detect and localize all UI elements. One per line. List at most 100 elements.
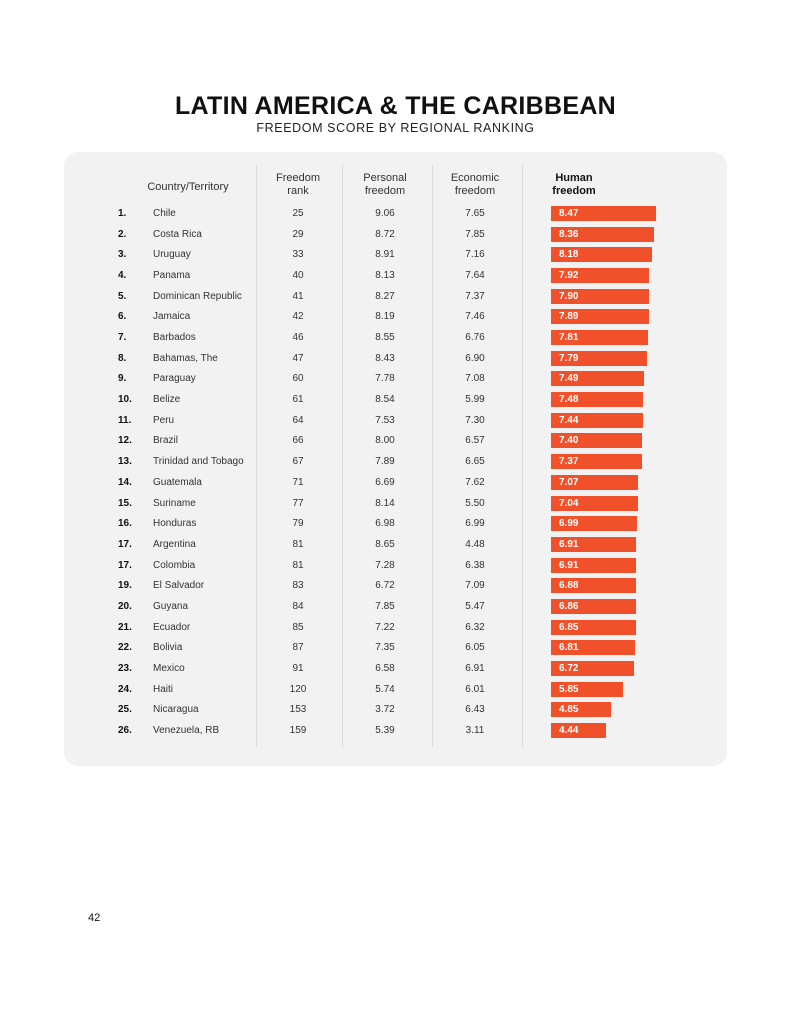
row-country: Jamaica	[153, 311, 191, 323]
row-country: Trinidad and Tobago	[153, 456, 244, 468]
human-freedom-label: 6.81	[559, 642, 579, 654]
human-freedom-label: 6.91	[559, 538, 579, 550]
table-row: 2. Costa Rica 29 8.72 7.85 8.36	[0, 225, 791, 245]
human-freedom-label: 7.07	[559, 476, 579, 488]
row-economic-freedom: 7.30	[465, 414, 485, 426]
row-position: 24.	[118, 683, 132, 695]
row-freedom-rank: 64	[292, 414, 304, 426]
human-freedom-bar: 6.91	[551, 536, 637, 552]
row-position: 20.	[118, 600, 132, 612]
row-position: 2.	[118, 228, 127, 240]
row-economic-freedom: 7.08	[465, 373, 485, 385]
human-freedom-bar: 5.85	[551, 681, 624, 697]
human-freedom-label: 6.86	[559, 600, 579, 612]
row-freedom-rank: 84	[292, 600, 304, 612]
page-subtitle: FREEDOM SCORE BY REGIONAL RANKING	[256, 121, 535, 135]
row-economic-freedom: 7.37	[465, 290, 485, 302]
table-row: 25. Nicaragua 153 3.72 6.43 4.85	[0, 700, 791, 720]
header-rank-line1: Freedom	[275, 172, 321, 184]
table-row: 21. Ecuador 85 7.22 6.32 6.85	[0, 618, 791, 638]
human-freedom-label: 8.18	[559, 249, 579, 261]
row-position: 21.	[118, 621, 132, 633]
row-personal-freedom: 7.53	[375, 414, 395, 426]
row-freedom-rank: 120	[289, 683, 307, 695]
header-human-line1: Human	[555, 172, 593, 184]
row-position: 12.	[118, 435, 132, 447]
human-freedom-bar: 8.18	[551, 247, 653, 263]
table-row: 23. Mexico 91 6.58 6.91 6.72	[0, 659, 791, 679]
row-economic-freedom: 6.99	[465, 518, 485, 530]
row-personal-freedom: 7.85	[375, 600, 395, 612]
row-position: 6.	[118, 311, 127, 323]
row-personal-freedom: 6.72	[375, 580, 395, 592]
row-economic-freedom: 7.62	[465, 476, 485, 488]
row-personal-freedom: 8.19	[375, 311, 395, 323]
human-freedom-bar: 4.44	[551, 723, 606, 738]
header-economic-line1: Economic	[450, 172, 500, 184]
row-personal-freedom: 8.27	[375, 290, 395, 302]
human-freedom-label: 6.72	[559, 662, 579, 674]
row-personal-freedom: 5.74	[375, 683, 395, 695]
row-country: Ecuador	[153, 621, 191, 633]
row-country: Suriname	[153, 497, 196, 509]
row-economic-freedom: 6.90	[465, 352, 485, 364]
row-personal-freedom: 7.89	[375, 456, 395, 468]
table-row: 20. Guyana 84 7.85 5.47 6.86	[0, 597, 791, 617]
human-freedom-label: 6.85	[559, 621, 579, 633]
table-row: 11. Peru 64 7.53 7.30 7.44	[0, 411, 791, 431]
row-economic-freedom: 6.76	[465, 332, 485, 344]
human-freedom-label: 7.79	[559, 352, 579, 364]
table-row: 17. Argentina 81 8.65 4.48 6.91	[0, 535, 791, 555]
table-row: 15. Suriname 77 8.14 5.50 7.04	[0, 494, 791, 514]
human-freedom-label: 7.04	[559, 497, 579, 509]
human-freedom-bar: 8.47	[551, 206, 656, 221]
row-freedom-rank: 33	[292, 249, 304, 261]
human-freedom-bar: 4.85	[551, 702, 611, 718]
human-freedom-bar: 6.81	[551, 640, 636, 656]
row-country: Chile	[153, 208, 176, 219]
human-freedom-bar: 7.04	[551, 495, 638, 511]
human-freedom-label: 7.48	[559, 394, 579, 406]
column-divider	[256, 165, 257, 747]
row-personal-freedom: 6.69	[375, 476, 395, 488]
row-freedom-rank: 77	[292, 497, 304, 509]
row-freedom-rank: 60	[292, 373, 304, 385]
row-position: 13.	[118, 456, 132, 468]
header-personal-line1: Personal	[363, 172, 407, 184]
table-row: 24. Haiti 120 5.74 6.01 5.85	[0, 680, 791, 700]
human-freedom-label: 8.36	[559, 228, 579, 240]
row-freedom-rank: 41	[292, 290, 304, 302]
human-freedom-bar: 7.48	[551, 392, 644, 408]
row-economic-freedom: 5.50	[465, 497, 485, 509]
human-freedom-label: 6.88	[559, 580, 579, 592]
row-personal-freedom: 8.43	[375, 352, 395, 364]
row-freedom-rank: 61	[292, 394, 304, 406]
row-position: 8.	[118, 352, 127, 364]
row-freedom-rank: 46	[292, 332, 304, 344]
table-row: 9. Paraguay 60 7.78 7.08 7.49	[0, 369, 791, 389]
row-economic-freedom: 6.05	[465, 642, 485, 654]
row-position: 26.	[118, 725, 132, 736]
row-country: Dominican Republic	[153, 290, 242, 302]
row-country: El Salvador	[153, 580, 205, 592]
row-position: 3.	[118, 249, 127, 261]
human-freedom-bar: 7.90	[551, 288, 649, 304]
row-personal-freedom: 8.54	[375, 394, 395, 406]
table-row: 17. Colombia 81 7.28 6.38 6.91	[0, 556, 791, 576]
row-position: 1.	[118, 208, 127, 219]
row-position: 10.	[118, 394, 132, 406]
row-personal-freedom: 3.72	[375, 704, 395, 716]
table-row: 1. Chile 25 9.06 7.65 8.47	[0, 204, 791, 224]
row-position: 5.	[118, 290, 127, 302]
row-position: 17.	[118, 538, 132, 550]
human-freedom-bar: 7.79	[551, 350, 648, 366]
header-human-line2: freedom	[552, 185, 596, 197]
row-personal-freedom: 8.72	[375, 228, 395, 240]
row-country: Uruguay	[153, 249, 191, 261]
table-row: 4. Panama 40 8.13 7.64 7.92	[0, 266, 791, 286]
row-economic-freedom: 6.91	[465, 662, 485, 674]
header-economic-line2: freedom	[454, 185, 496, 197]
row-country: Panama	[153, 270, 191, 282]
row-country: Paraguay	[153, 373, 196, 385]
row-position: 16.	[118, 518, 132, 530]
